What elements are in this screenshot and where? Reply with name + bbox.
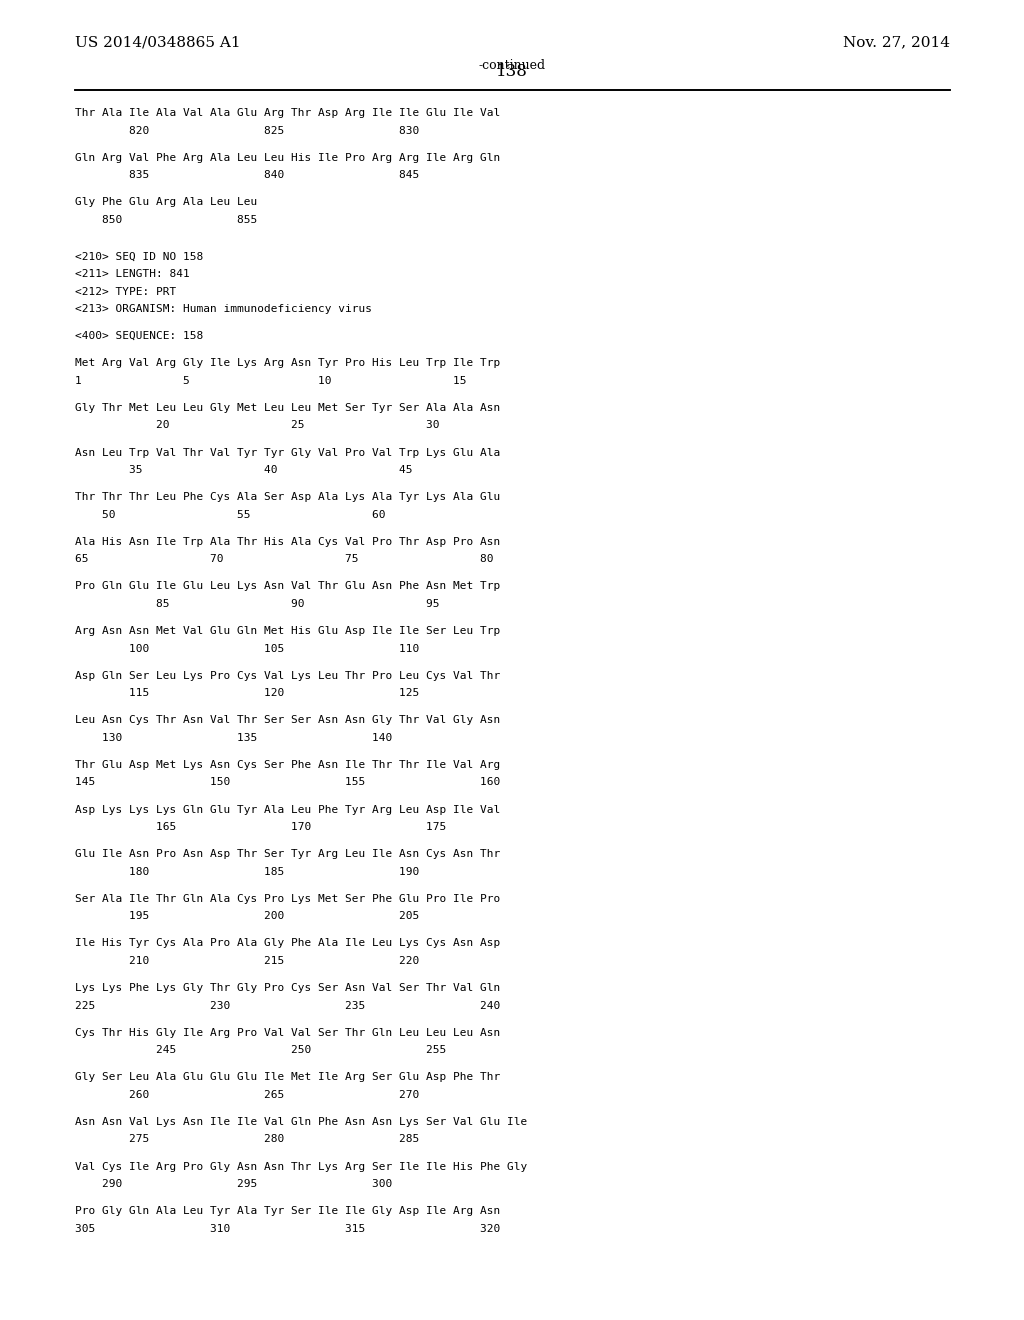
Text: 115                 120                 125: 115 120 125 — [75, 688, 419, 698]
Text: 225                 230                 235                 240: 225 230 235 240 — [75, 1001, 501, 1011]
Text: 210                 215                 220: 210 215 220 — [75, 956, 419, 966]
Text: Gln Arg Val Phe Arg Ala Leu Leu His Ile Pro Arg Arg Ile Arg Gln: Gln Arg Val Phe Arg Ala Leu Leu His Ile … — [75, 153, 501, 162]
Text: Ile His Tyr Cys Ala Pro Ala Gly Phe Ala Ile Leu Lys Cys Asn Asp: Ile His Tyr Cys Ala Pro Ala Gly Phe Ala … — [75, 939, 501, 948]
Text: Arg Asn Asn Met Val Glu Gln Met His Glu Asp Ile Ile Ser Leu Trp: Arg Asn Asn Met Val Glu Gln Met His Glu … — [75, 626, 501, 636]
Text: 195                 200                 205: 195 200 205 — [75, 911, 419, 921]
Text: 100                 105                 110: 100 105 110 — [75, 644, 419, 653]
Text: Val Cys Ile Arg Pro Gly Asn Asn Thr Lys Arg Ser Ile Ile His Phe Gly: Val Cys Ile Arg Pro Gly Asn Asn Thr Lys … — [75, 1162, 527, 1172]
Text: 165                 170                 175: 165 170 175 — [75, 822, 446, 832]
Text: 20                  25                  30: 20 25 30 — [75, 420, 439, 430]
Text: Gly Ser Leu Ala Glu Glu Glu Ile Met Ile Arg Ser Glu Asp Phe Thr: Gly Ser Leu Ala Glu Glu Glu Ile Met Ile … — [75, 1072, 501, 1082]
Text: 820                 825                 830: 820 825 830 — [75, 125, 419, 136]
Text: Gly Thr Met Leu Leu Gly Met Leu Leu Met Ser Tyr Ser Ala Ala Asn: Gly Thr Met Leu Leu Gly Met Leu Leu Met … — [75, 403, 501, 413]
Text: US 2014/0348865 A1: US 2014/0348865 A1 — [75, 36, 241, 49]
Text: 50                  55                  60: 50 55 60 — [75, 510, 385, 520]
Text: 260                 265                 270: 260 265 270 — [75, 1090, 419, 1100]
Text: 35                  40                  45: 35 40 45 — [75, 465, 413, 475]
Text: Asn Leu Trp Val Thr Val Tyr Tyr Gly Val Pro Val Trp Lys Glu Ala: Asn Leu Trp Val Thr Val Tyr Tyr Gly Val … — [75, 447, 501, 458]
Text: 130                 135                 140: 130 135 140 — [75, 733, 392, 743]
Text: Pro Gly Gln Ala Leu Tyr Ala Tyr Ser Ile Ile Gly Asp Ile Arg Asn: Pro Gly Gln Ala Leu Tyr Ala Tyr Ser Ile … — [75, 1206, 501, 1216]
Text: Ser Ala Ile Thr Gln Ala Cys Pro Lys Met Ser Phe Glu Pro Ile Pro: Ser Ala Ile Thr Gln Ala Cys Pro Lys Met … — [75, 894, 501, 904]
Text: Met Arg Val Arg Gly Ile Lys Arg Asn Tyr Pro His Leu Trp Ile Trp: Met Arg Val Arg Gly Ile Lys Arg Asn Tyr … — [75, 358, 501, 368]
Text: -continued: -continued — [478, 59, 546, 73]
Text: Asp Gln Ser Leu Lys Pro Cys Val Lys Leu Thr Pro Leu Cys Val Thr: Asp Gln Ser Leu Lys Pro Cys Val Lys Leu … — [75, 671, 501, 681]
Text: Thr Ala Ile Ala Val Ala Glu Arg Thr Asp Arg Ile Ile Glu Ile Val: Thr Ala Ile Ala Val Ala Glu Arg Thr Asp … — [75, 108, 501, 117]
Text: Cys Thr His Gly Ile Arg Pro Val Val Ser Thr Gln Leu Leu Leu Asn: Cys Thr His Gly Ile Arg Pro Val Val Ser … — [75, 1028, 501, 1038]
Text: Glu Ile Asn Pro Asn Asp Thr Ser Tyr Arg Leu Ile Asn Cys Asn Thr: Glu Ile Asn Pro Asn Asp Thr Ser Tyr Arg … — [75, 849, 501, 859]
Text: Gly Phe Glu Arg Ala Leu Leu: Gly Phe Glu Arg Ala Leu Leu — [75, 197, 257, 207]
Text: Nov. 27, 2014: Nov. 27, 2014 — [843, 36, 950, 49]
Text: Pro Gln Glu Ile Glu Leu Lys Asn Val Thr Glu Asn Phe Asn Met Trp: Pro Gln Glu Ile Glu Leu Lys Asn Val Thr … — [75, 581, 501, 591]
Text: 850                 855: 850 855 — [75, 215, 257, 224]
Text: Thr Thr Thr Leu Phe Cys Ala Ser Asp Ala Lys Ala Tyr Lys Ala Glu: Thr Thr Thr Leu Phe Cys Ala Ser Asp Ala … — [75, 492, 501, 502]
Text: Asn Asn Val Lys Asn Ile Ile Val Gln Phe Asn Asn Lys Ser Val Glu Ile: Asn Asn Val Lys Asn Ile Ile Val Gln Phe … — [75, 1117, 527, 1127]
Text: Asp Lys Lys Lys Gln Glu Tyr Ala Leu Phe Tyr Arg Leu Asp Ile Val: Asp Lys Lys Lys Gln Glu Tyr Ala Leu Phe … — [75, 804, 501, 814]
Text: 305                 310                 315                 320: 305 310 315 320 — [75, 1224, 501, 1234]
Text: 835                 840                 845: 835 840 845 — [75, 170, 419, 180]
Text: 275                 280                 285: 275 280 285 — [75, 1134, 419, 1144]
Text: <212> TYPE: PRT: <212> TYPE: PRT — [75, 286, 176, 297]
Text: 1               5                   10                  15: 1 5 10 15 — [75, 376, 467, 385]
Text: 85                  90                  95: 85 90 95 — [75, 599, 439, 609]
Text: <400> SEQUENCE: 158: <400> SEQUENCE: 158 — [75, 331, 203, 341]
Text: <210> SEQ ID NO 158: <210> SEQ ID NO 158 — [75, 252, 203, 261]
Text: 245                 250                 255: 245 250 255 — [75, 1045, 446, 1055]
Text: 138: 138 — [496, 63, 528, 81]
Text: Thr Glu Asp Met Lys Asn Cys Ser Phe Asn Ile Thr Thr Ile Val Arg: Thr Glu Asp Met Lys Asn Cys Ser Phe Asn … — [75, 760, 501, 770]
Text: <213> ORGANISM: Human immunodeficiency virus: <213> ORGANISM: Human immunodeficiency v… — [75, 304, 372, 314]
Text: 145                 150                 155                 160: 145 150 155 160 — [75, 777, 501, 787]
Text: Leu Asn Cys Thr Asn Val Thr Ser Ser Asn Asn Gly Thr Val Gly Asn: Leu Asn Cys Thr Asn Val Thr Ser Ser Asn … — [75, 715, 501, 725]
Text: 290                 295                 300: 290 295 300 — [75, 1179, 392, 1189]
Text: Ala His Asn Ile Trp Ala Thr His Ala Cys Val Pro Thr Asp Pro Asn: Ala His Asn Ile Trp Ala Thr His Ala Cys … — [75, 537, 501, 546]
Text: <211> LENGTH: 841: <211> LENGTH: 841 — [75, 269, 189, 279]
Text: 180                 185                 190: 180 185 190 — [75, 867, 419, 876]
Text: 65                  70                  75                  80: 65 70 75 80 — [75, 554, 494, 564]
Text: Lys Lys Phe Lys Gly Thr Gly Pro Cys Ser Asn Val Ser Thr Val Gln: Lys Lys Phe Lys Gly Thr Gly Pro Cys Ser … — [75, 983, 501, 993]
